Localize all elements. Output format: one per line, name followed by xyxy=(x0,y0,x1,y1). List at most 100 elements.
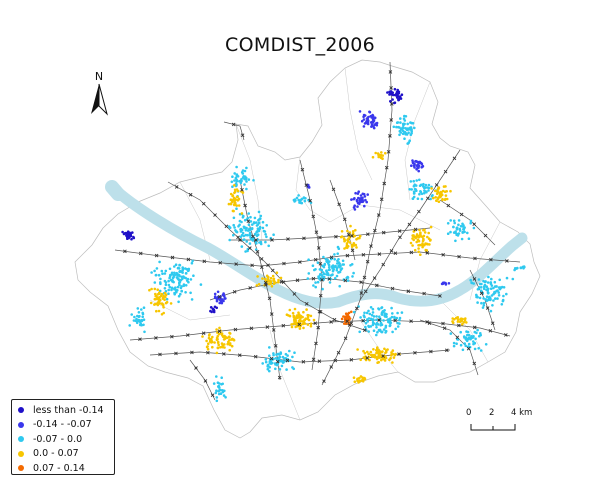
data-point xyxy=(265,224,269,227)
data-point xyxy=(404,115,408,118)
data-point xyxy=(373,354,377,358)
data-point xyxy=(243,183,246,186)
data-point xyxy=(140,308,143,311)
data-point xyxy=(427,183,431,187)
data-point xyxy=(341,263,344,266)
station-marker xyxy=(329,320,333,324)
data-point xyxy=(216,335,219,338)
data-point xyxy=(467,237,471,240)
data-point xyxy=(412,192,416,195)
station-marker xyxy=(217,295,222,299)
data-point xyxy=(369,350,373,354)
data-point xyxy=(441,197,444,201)
data-point xyxy=(491,304,494,307)
data-point xyxy=(233,184,236,187)
data-point xyxy=(399,121,402,124)
data-point xyxy=(452,341,456,345)
data-point xyxy=(271,361,274,365)
data-point xyxy=(293,351,296,355)
data-point xyxy=(165,297,169,301)
data-point xyxy=(180,289,183,293)
station-marker xyxy=(381,262,386,267)
data-point xyxy=(482,297,485,300)
data-point xyxy=(230,180,234,184)
data-point xyxy=(413,248,417,252)
data-point xyxy=(205,339,208,343)
data-point xyxy=(162,311,165,315)
data-point xyxy=(179,278,183,282)
data-point xyxy=(189,291,192,295)
station-marker xyxy=(202,259,207,264)
data-point xyxy=(171,286,174,290)
station-marker xyxy=(317,309,322,314)
data-point xyxy=(419,253,422,256)
station-marker xyxy=(417,209,421,214)
data-point xyxy=(455,226,459,229)
data-point xyxy=(339,268,343,272)
station-marker xyxy=(407,222,412,227)
station-marker xyxy=(361,253,366,257)
data-point xyxy=(233,191,236,195)
data-point xyxy=(413,126,416,130)
legend-label: less than -0.14 xyxy=(33,404,104,416)
data-point xyxy=(368,110,371,114)
data-point xyxy=(268,346,271,349)
data-point xyxy=(476,301,479,304)
data-point xyxy=(343,247,346,250)
data-point xyxy=(418,161,422,165)
data-point xyxy=(390,315,394,319)
data-point xyxy=(363,377,367,381)
data-point xyxy=(410,188,414,191)
data-point xyxy=(435,199,438,202)
station-marker xyxy=(138,251,143,256)
data-point xyxy=(482,301,486,305)
data-point xyxy=(255,230,258,234)
data-point xyxy=(337,258,340,261)
data-point xyxy=(364,325,367,329)
data-point xyxy=(121,230,124,234)
data-point xyxy=(298,318,302,322)
station-marker xyxy=(308,198,312,203)
data-point xyxy=(416,197,420,200)
data-point xyxy=(259,214,263,218)
data-point xyxy=(300,197,304,201)
data-point xyxy=(418,178,421,182)
data-point xyxy=(389,317,392,320)
data-point xyxy=(368,358,371,362)
data-point xyxy=(149,301,153,305)
station-marker xyxy=(388,134,392,138)
data-point xyxy=(271,274,275,278)
data-point xyxy=(199,283,203,286)
data-point xyxy=(245,187,248,191)
data-point xyxy=(400,93,404,96)
data-point xyxy=(469,278,473,282)
data-point xyxy=(405,127,408,130)
station-marker xyxy=(347,323,352,327)
data-point xyxy=(459,343,463,347)
data-point xyxy=(411,161,415,164)
data-point xyxy=(417,169,421,173)
data-point xyxy=(233,226,236,229)
data-point xyxy=(391,312,394,315)
station-marker xyxy=(238,238,242,242)
station-marker xyxy=(255,249,260,254)
data-point xyxy=(402,123,405,127)
station-marker xyxy=(388,70,393,74)
data-point xyxy=(363,114,367,117)
legend-label: -0.14 - -0.07 xyxy=(33,419,92,431)
data-point xyxy=(364,321,368,325)
station-marker xyxy=(217,329,222,334)
data-point xyxy=(209,309,212,313)
data-point xyxy=(309,314,313,318)
data-point xyxy=(298,327,302,330)
station-marker xyxy=(425,320,429,324)
data-point xyxy=(229,202,233,206)
data-point xyxy=(192,274,195,278)
station-marker xyxy=(233,327,238,332)
station-marker xyxy=(345,253,350,258)
data-point xyxy=(240,220,243,224)
data-point xyxy=(320,274,324,277)
data-point xyxy=(459,317,462,321)
station-marker xyxy=(311,214,316,219)
data-point xyxy=(371,318,375,321)
